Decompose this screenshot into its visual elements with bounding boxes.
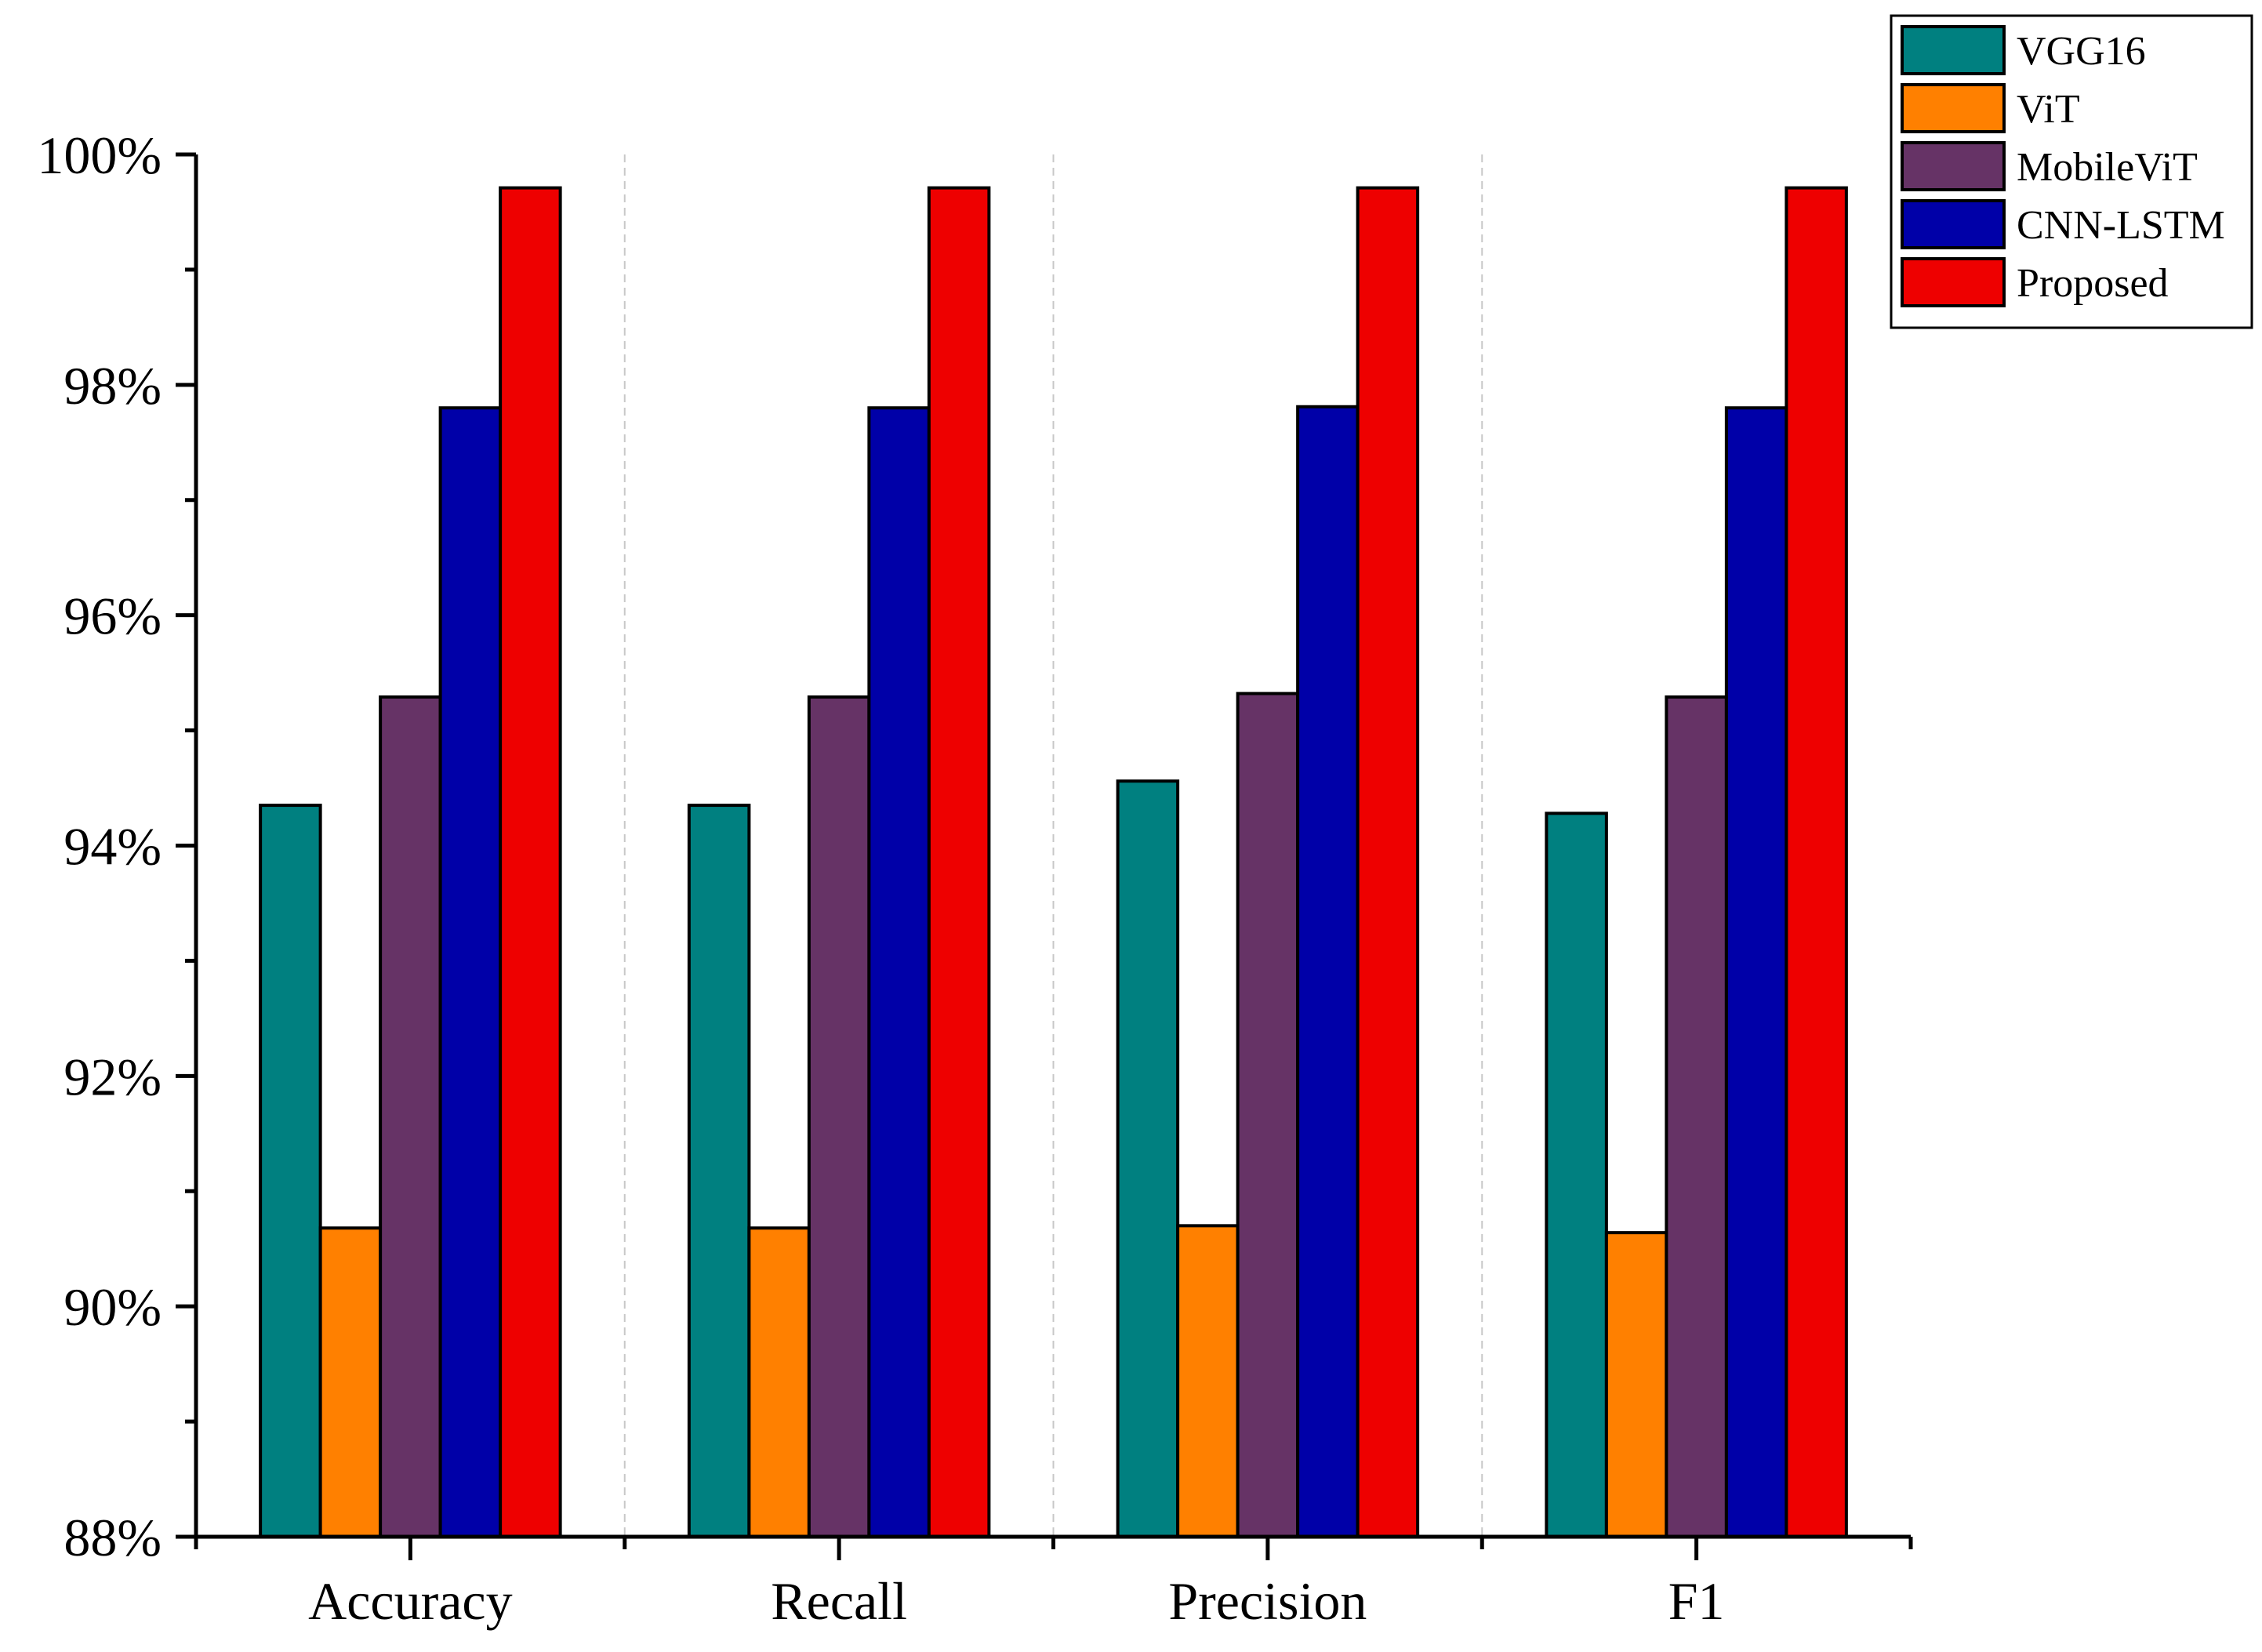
legend-swatch-proposed — [1901, 257, 2006, 307]
bar-vit-recall — [747, 1226, 811, 1538]
bar-vit-precision — [1176, 1224, 1240, 1538]
legend-swatch-mobilevit — [1901, 141, 2006, 191]
legend-label-proposed: Proposed — [2017, 261, 2169, 306]
legend-label-cnn-lstm: CNN-LSTM — [2017, 203, 2225, 248]
y-tick-label: 100% — [37, 125, 162, 185]
x-tick-label-recall: Recall — [771, 1571, 907, 1631]
bar-vgg16-recall — [687, 804, 751, 1539]
bar-vit-f1 — [1604, 1231, 1668, 1538]
bars — [259, 186, 1848, 1539]
y-tick-label: 94% — [64, 817, 162, 877]
x-tick-label-precision: Precision — [1168, 1571, 1367, 1631]
bar-proposed-f1 — [1785, 186, 1848, 1538]
y-tick-label: 96% — [64, 586, 162, 646]
bar-mobilevit-f1 — [1665, 695, 1728, 1538]
bar-cnn-lstm-f1 — [1724, 406, 1788, 1538]
bar-cnn-lstm-precision — [1296, 405, 1360, 1538]
x-tick-label-f1: F1 — [1668, 1571, 1725, 1631]
y-tick-label: 90% — [64, 1277, 162, 1337]
legend: VGG16 ViT MobileViT CNN-LSTM Proposed — [1890, 14, 2253, 329]
legend-swatch-cnn-lstm — [1901, 199, 2006, 249]
legend-label-vgg16: VGG16 — [2017, 29, 2146, 74]
bar-vit-accuracy — [318, 1226, 383, 1538]
bar-mobilevit-recall — [807, 695, 871, 1538]
x-axis-ticks: Accuracy Recall Precision F1 — [194, 1537, 1913, 1631]
bar-proposed-accuracy — [499, 186, 562, 1538]
bar-cnn-lstm-recall — [867, 406, 931, 1538]
bar-mobilevit-accuracy — [379, 695, 442, 1538]
legend-swatch-vit — [1901, 83, 2006, 133]
y-tick-label: 92% — [64, 1047, 162, 1106]
bar-vgg16-precision — [1116, 779, 1180, 1538]
category-separators — [623, 154, 1483, 1537]
bar-proposed-recall — [927, 186, 991, 1538]
bar-cnn-lstm-accuracy — [438, 406, 503, 1538]
x-tick-label-accuracy: Accuracy — [308, 1571, 512, 1631]
y-axis-ticks: 88% 90% 92% 94% 96% 98% 100% — [37, 125, 196, 1567]
y-tick-label: 88% — [64, 1508, 162, 1567]
bar-proposed-precision — [1356, 186, 1420, 1538]
y-tick-label: 98% — [64, 356, 162, 416]
bar-vgg16-f1 — [1545, 811, 1608, 1538]
legend-label-vit: ViT — [2017, 87, 2080, 132]
bar-mobilevit-precision — [1236, 692, 1300, 1539]
legend-swatch-vgg16 — [1901, 25, 2006, 75]
legend-label-mobilevit: MobileViT — [2017, 145, 2198, 190]
bar-vgg16-accuracy — [259, 804, 322, 1539]
